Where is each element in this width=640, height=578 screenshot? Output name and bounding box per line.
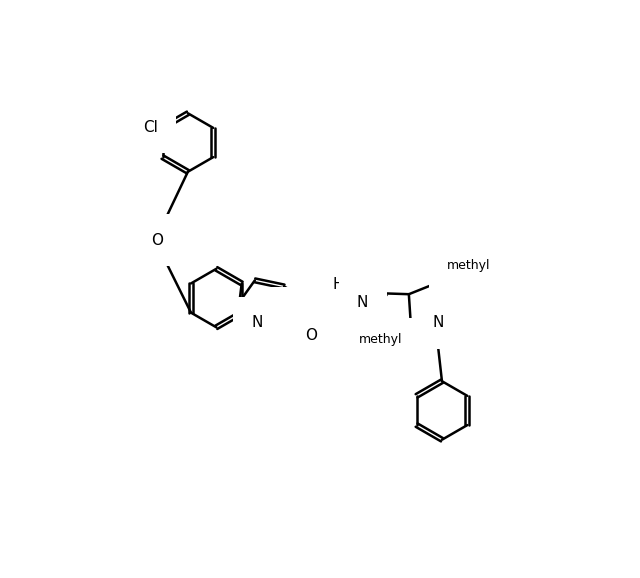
- Text: H: H: [332, 277, 344, 292]
- Text: methyl: methyl: [446, 259, 490, 272]
- Text: N: N: [447, 298, 458, 313]
- Text: N: N: [281, 305, 292, 320]
- Text: Cl: Cl: [143, 120, 157, 135]
- Text: H: H: [290, 314, 301, 329]
- Text: O: O: [305, 328, 317, 343]
- Text: N: N: [357, 295, 369, 310]
- Text: N: N: [331, 286, 342, 301]
- Text: N: N: [433, 315, 444, 330]
- Text: methyl: methyl: [358, 333, 402, 346]
- Text: O: O: [151, 233, 163, 248]
- Text: N: N: [252, 315, 263, 330]
